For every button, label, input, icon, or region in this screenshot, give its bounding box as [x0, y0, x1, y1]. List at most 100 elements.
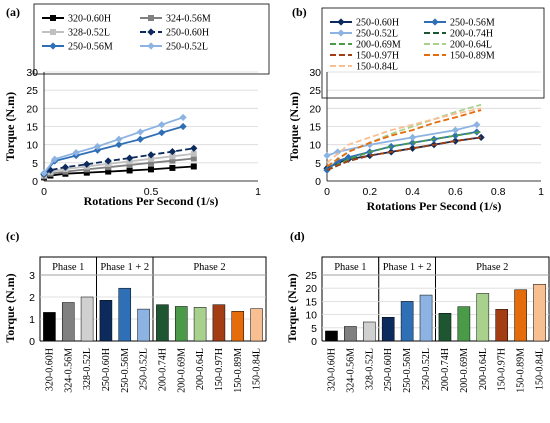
y-tick-label: 0 — [29, 336, 35, 348]
phase-label: Phase 2 — [193, 262, 225, 273]
y-tick-label: 30 — [26, 67, 38, 79]
legend-label: 200-0.69M — [356, 40, 401, 51]
panel-a: (a) 320-0.60H 324-0.56M 328-0.52L 250-0.60H 2… — [3, 3, 270, 208]
legend-entry: 150-0.89M — [424, 51, 495, 62]
data-point — [83, 160, 91, 168]
y-tick-label: 15 — [309, 122, 321, 134]
legend-label: 250-0.52L — [356, 29, 398, 40]
category-label: 324-0.56M — [345, 348, 356, 393]
bar-200-0.64L — [476, 293, 490, 342]
legend-marker — [148, 15, 154, 21]
data-point — [169, 157, 176, 164]
bar-320-0.60H — [325, 330, 338, 342]
legend-label: 250-0.56M — [68, 42, 113, 53]
panel-label: (d) — [290, 229, 305, 243]
series-line — [43, 125, 184, 175]
y-tick-label: 25 — [305, 270, 317, 282]
data-point — [51, 155, 59, 163]
data-point — [104, 157, 112, 165]
legend-label: 328-0.52L — [68, 28, 110, 39]
data-point — [83, 169, 90, 176]
category-label: 250-0.52L — [421, 348, 432, 390]
y-tick-label: 25 — [309, 85, 321, 97]
category-label: 328-0.52L — [82, 348, 93, 390]
bar-150-0.97H — [212, 304, 226, 342]
y-axis-title: Torque (N.m) — [287, 92, 301, 161]
series-150-0.97H — [326, 136, 482, 171]
series-150-0.89M — [326, 109, 482, 168]
data-point — [190, 144, 198, 152]
data-point — [126, 162, 133, 169]
category-label: 250-0.56M — [402, 348, 413, 393]
panel-label: (b) — [292, 5, 307, 19]
legend-entry: 320-0.60H — [42, 14, 111, 25]
series-line — [326, 136, 482, 171]
legend-entry: 200-0.74H — [424, 29, 493, 40]
data-point — [179, 122, 187, 131]
y-tick-label: 10 — [305, 310, 317, 322]
data-point — [72, 149, 80, 157]
data-point — [190, 155, 197, 162]
y-tick-label: 5 — [32, 158, 38, 170]
bar-150-0.97H — [495, 309, 509, 342]
data-point — [105, 168, 112, 175]
data-point — [115, 141, 123, 149]
data-point — [179, 113, 187, 122]
y-tick-label: 30 — [309, 67, 321, 79]
legend-label: 250-0.52L — [166, 42, 208, 53]
legend-marker — [147, 42, 155, 50]
series-250-0.52L — [40, 113, 187, 177]
category-label: 150-0.97H — [214, 348, 225, 391]
bar-250-0.60H — [381, 316, 395, 342]
legend-label: 324-0.56M — [166, 14, 211, 25]
legend-marker — [147, 28, 155, 36]
legend-label: 150-0.84L — [356, 62, 398, 73]
legend-marker — [337, 29, 345, 37]
series-line — [326, 131, 482, 171]
category-label: 150-0.89M — [516, 348, 527, 393]
bar-324-0.56M — [344, 326, 357, 342]
data-point — [93, 142, 102, 151]
bar-328-0.52L — [362, 321, 376, 342]
bar-324-0.56M — [61, 302, 75, 342]
category-label: 200-0.64L — [195, 348, 206, 390]
bar-328-0.52L — [80, 296, 94, 342]
legend-entry: 150-0.84L — [330, 62, 398, 73]
y-tick-label: 0 — [311, 336, 317, 348]
bar-150-0.84L — [250, 308, 263, 342]
data-point — [158, 121, 166, 129]
x-tick-label: 1 — [255, 186, 261, 198]
x-tick-label: 0.4 — [405, 186, 420, 198]
category-label: 250-0.60H — [101, 348, 112, 391]
category-label: 200-0.74H — [157, 348, 168, 391]
x-tick-label: 1 — [538, 186, 544, 198]
data-point — [40, 169, 48, 177]
y-tick-label: 0 — [315, 176, 321, 188]
legend-label: 250-0.56M — [450, 18, 495, 29]
y-tick-label: 20 — [309, 103, 321, 115]
series-line — [326, 109, 482, 168]
category-label: 150-0.84L — [252, 348, 263, 390]
data-point — [148, 155, 154, 162]
data-point — [126, 154, 134, 162]
legend-entry: 250-0.52L — [330, 29, 398, 40]
category-label: 250-0.56M — [120, 348, 131, 393]
phase-label: Phase 1 + 2 — [100, 262, 149, 273]
bar-200-0.64L — [193, 307, 207, 342]
phase-label: Phase 1 — [52, 262, 84, 273]
bar-320-0.60H — [43, 312, 56, 342]
data-point — [344, 153, 352, 161]
y-tick-label: 20 — [26, 103, 38, 115]
data-point — [115, 135, 123, 143]
bar-250-0.56M — [118, 287, 132, 342]
bar-200-0.69M — [174, 306, 188, 342]
series-line — [43, 116, 184, 174]
panel-c: (c) Phase 1 Phase 1 + 2 Phase 2 0 1 2 3 320-0.60… — [3, 229, 267, 393]
data-point — [473, 121, 481, 129]
legend-entry: 324-0.56M — [140, 14, 211, 25]
bar-150-0.89M — [514, 289, 527, 342]
y-tick-label: 3 — [29, 270, 35, 282]
bar-250-0.52L — [137, 308, 150, 342]
